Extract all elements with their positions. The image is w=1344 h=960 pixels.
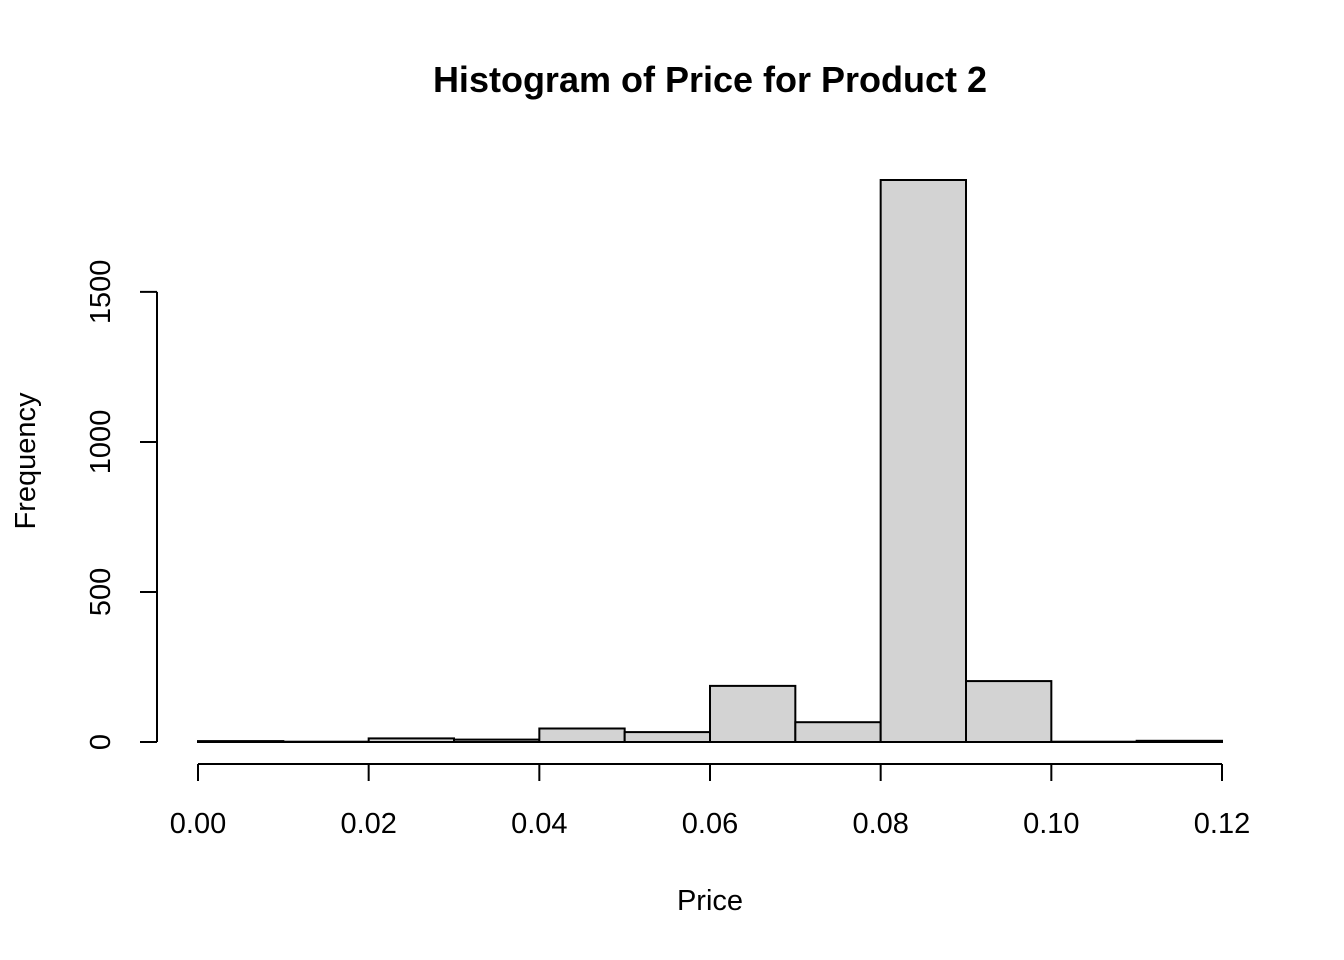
x-tick-label-4: 0.08: [852, 808, 908, 840]
x-axis-label: Price: [677, 885, 743, 917]
histogram-bar-6: [709, 684, 797, 743]
y-axis-label: Frequency: [10, 392, 42, 530]
bars-group: [197, 179, 1223, 744]
histogram-bar-11: [1135, 739, 1223, 744]
x-tick-label-5: 0.10: [1023, 808, 1079, 840]
y-tick-label-3: 1500: [85, 260, 117, 325]
histogram-bar-0: [197, 740, 285, 744]
histogram-bar-7: [794, 721, 882, 743]
histogram-bar-2: [367, 737, 455, 743]
histogram-bar-9: [965, 680, 1053, 744]
chart-title: Histogram of Price for Product 2: [433, 59, 987, 100]
x-tick-label-3: 0.06: [682, 808, 738, 840]
y-tick-label-0: 0: [85, 734, 117, 750]
y-tick-label-1: 500: [85, 568, 117, 616]
y-tick-label-2: 1000: [85, 410, 117, 475]
x-axis: 0.00 0.02 0.04 0.06 0.08 0.10 0.12: [170, 763, 1250, 840]
histogram-bar-4: [538, 727, 626, 744]
histogram-bar-5: [623, 731, 712, 744]
y-axis: 0 500 1000 1500: [85, 260, 158, 750]
x-tick-label-2: 0.04: [511, 808, 567, 840]
histogram-bar-3: [453, 738, 541, 743]
x-tick-label-1: 0.02: [340, 808, 396, 840]
x-tick-label-0: 0.00: [170, 808, 226, 840]
histogram-bar-8: [879, 179, 968, 743]
x-tick-label-6: 0.12: [1194, 808, 1250, 840]
